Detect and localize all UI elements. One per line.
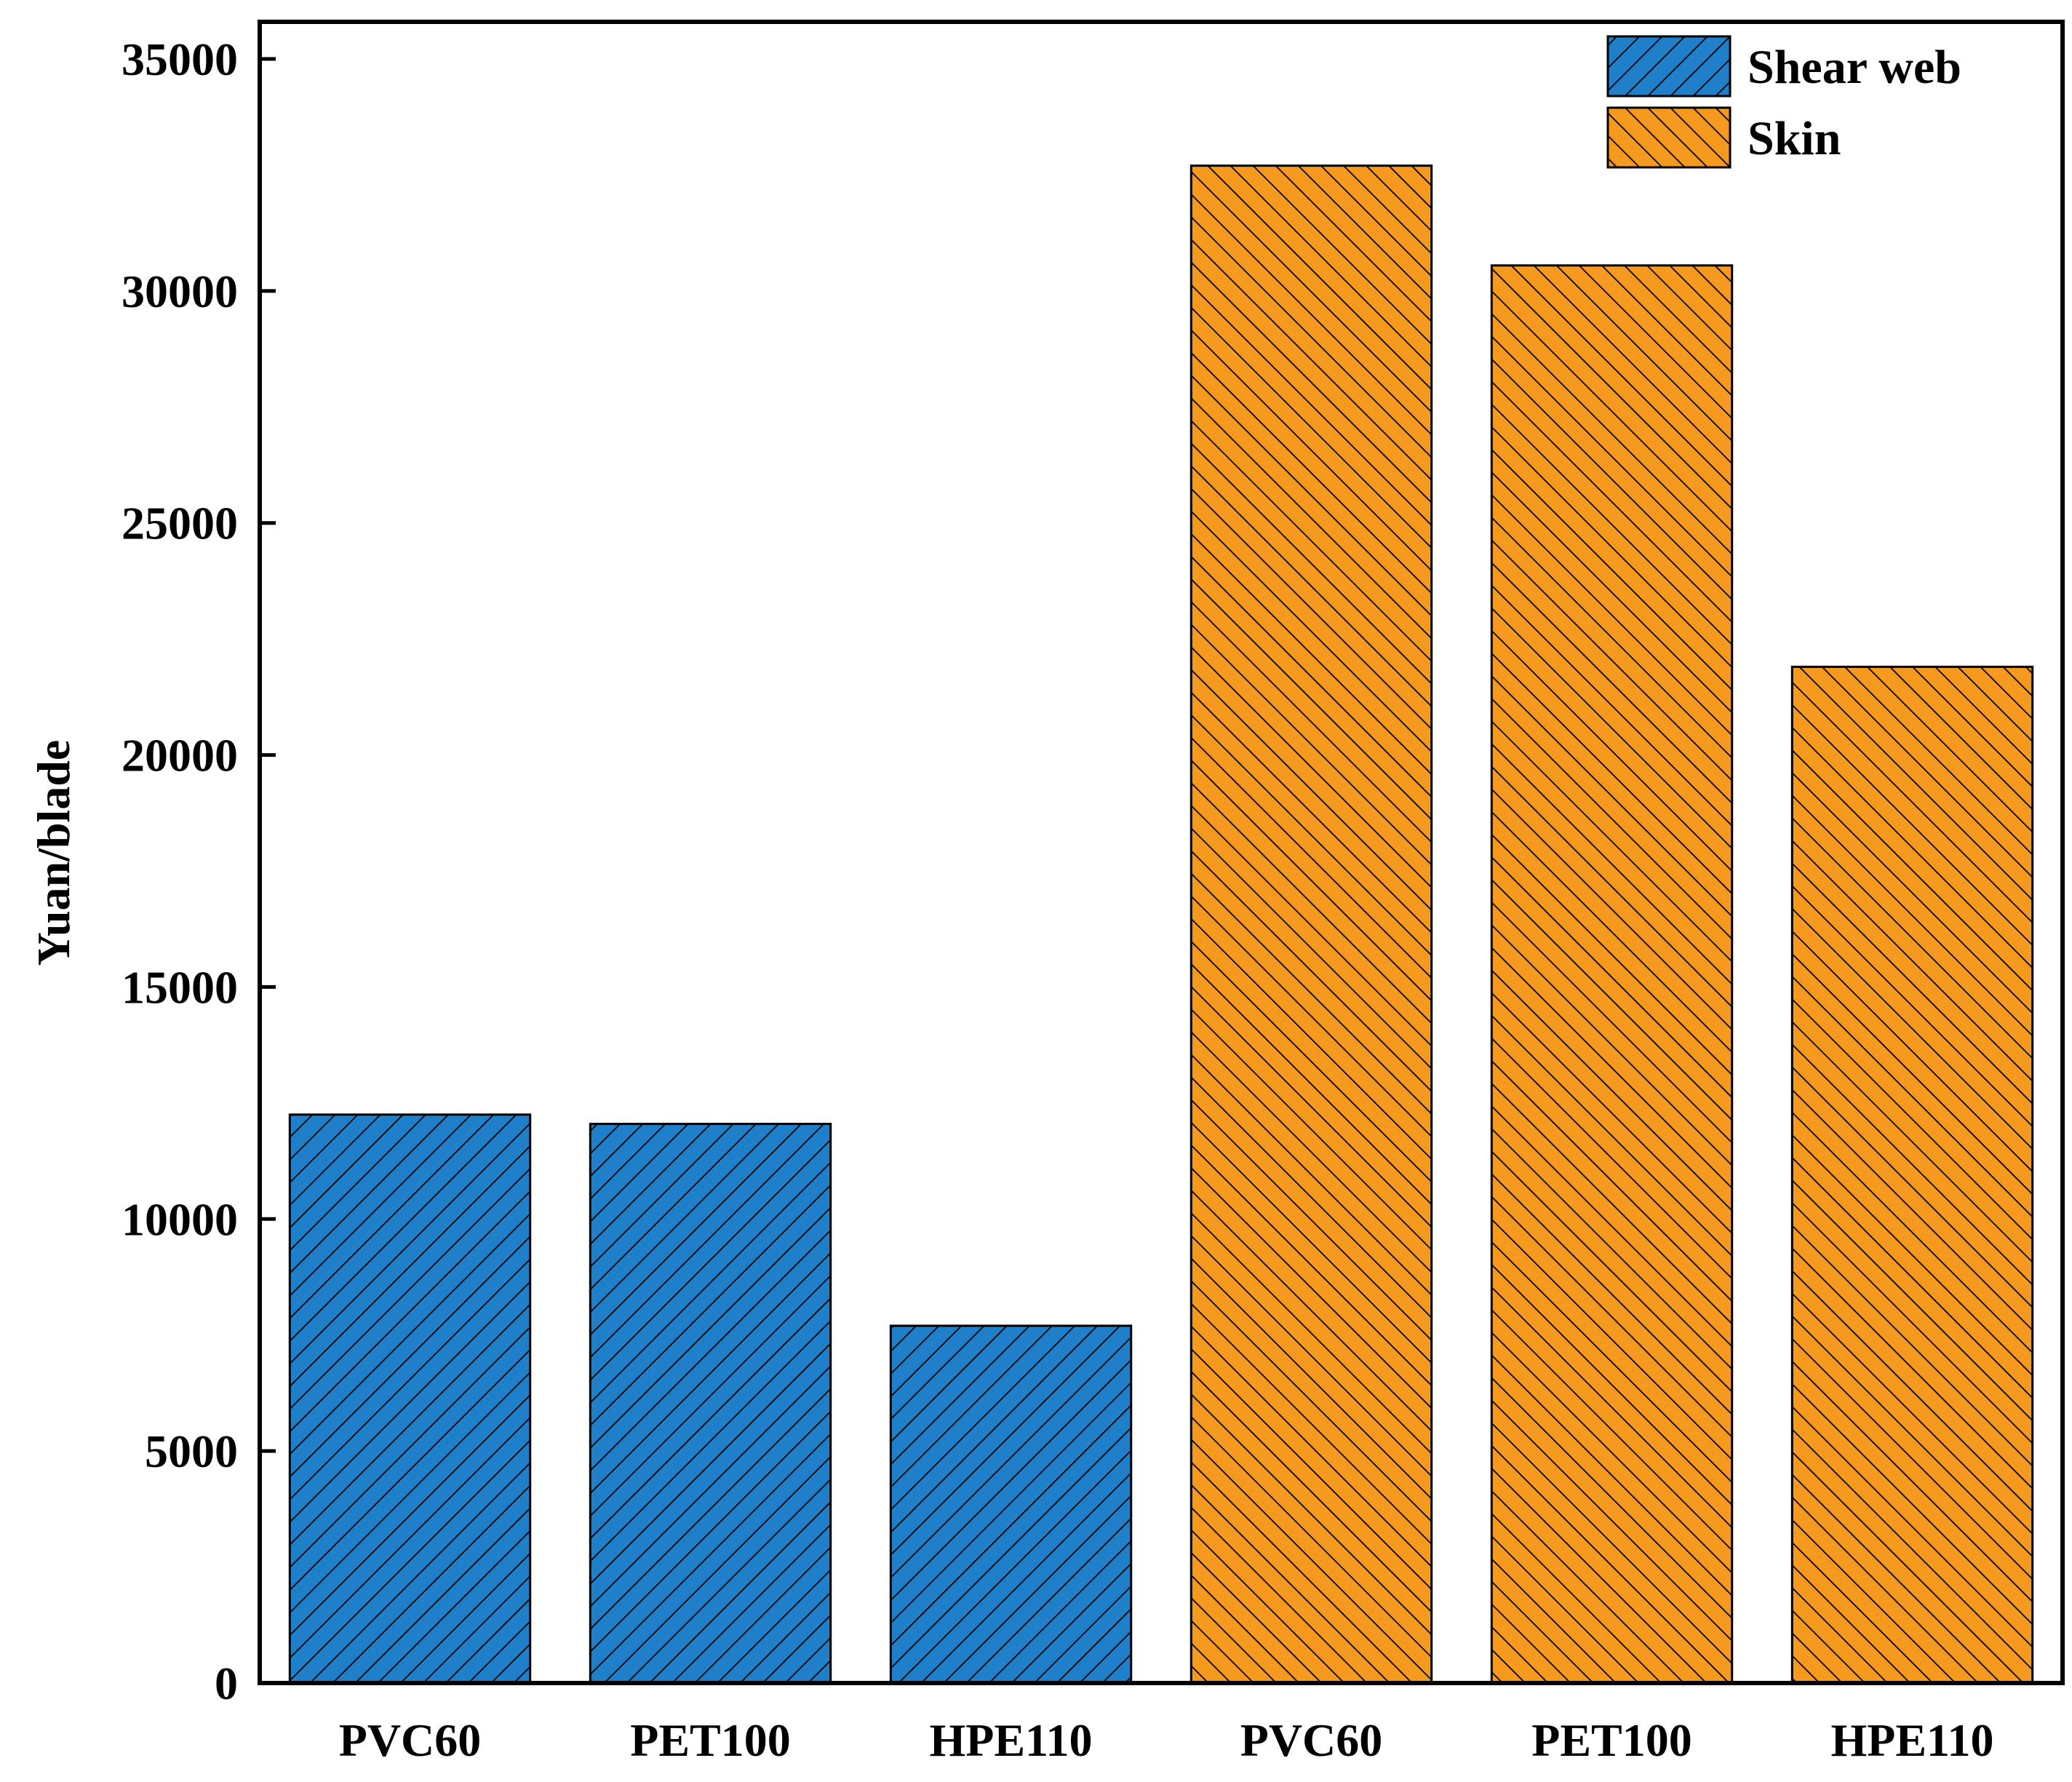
legend: Shear web Skin	[1606, 35, 1961, 169]
legend-swatch-shear-web	[1606, 35, 1732, 98]
bars-group	[288, 164, 2034, 1684]
x-tick-label: HPE110	[1830, 1714, 1993, 1766]
x-axis-ticks: PVC60 PET100 HPE110 PVC60 PET100 HPE110	[339, 1714, 1994, 1766]
legend-swatch-skin	[1606, 106, 1732, 169]
bar-shear-web-pvc60	[288, 1113, 532, 1684]
y-tick-label: 35000	[121, 33, 238, 85]
y-tick-label: 0	[215, 1658, 238, 1709]
y-axis-title: Yuan/blade	[28, 740, 79, 966]
x-tick-label: PET100	[1531, 1714, 1692, 1766]
y-tick-label: 10000	[121, 1193, 238, 1245]
y-tick-label: 25000	[121, 498, 238, 549]
y-tick-label: 30000	[121, 266, 238, 317]
x-tick-label: HPE110	[929, 1714, 1092, 1766]
x-tick-label: PVC60	[339, 1714, 482, 1766]
bar-skin-hpe110	[1790, 665, 2034, 1684]
bar-shear-web-hpe110	[889, 1324, 1133, 1684]
y-tick-label: 5000	[145, 1425, 238, 1477]
legend-label-shear-web: Shear web	[1748, 41, 1961, 94]
y-axis-ticks: 0 5000 10000 15000 20000 25000 30000 35000	[121, 33, 276, 1709]
bar-skin-pvc60	[1190, 164, 1433, 1684]
y-tick-label: 15000	[121, 961, 238, 1013]
y-tick-label: 20000	[121, 730, 238, 781]
legend-label-skin: Skin	[1748, 112, 1841, 165]
x-tick-label: PET100	[630, 1714, 790, 1766]
x-tick-label: PVC60	[1240, 1714, 1383, 1766]
plot-frame	[258, 20, 2065, 1685]
bar-skin-pet100	[1490, 264, 1734, 1684]
bar-shear-web-pet100	[589, 1123, 832, 1684]
